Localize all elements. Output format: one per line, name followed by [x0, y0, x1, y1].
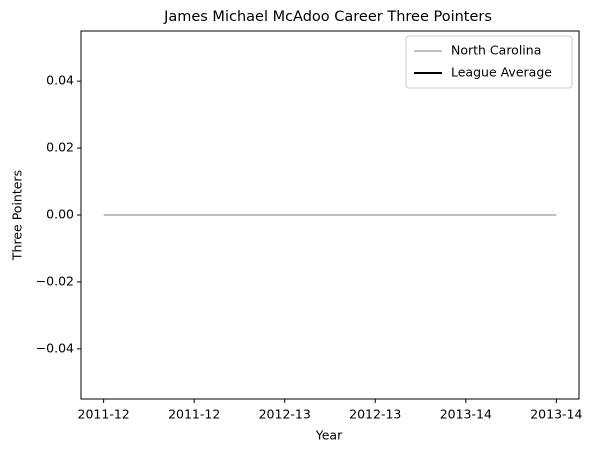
- x-tick-label: 2013-14: [530, 407, 582, 422]
- y-tick-label: −0.04: [36, 340, 74, 355]
- y-tick-label: 0.02: [46, 140, 74, 155]
- y-tick-label: 0.04: [46, 73, 74, 88]
- legend-label: League Average: [451, 65, 552, 80]
- x-tick-label: 2013-14: [440, 407, 492, 422]
- legend-label: North Carolina: [451, 43, 541, 58]
- x-tick-label: 2011-12: [168, 407, 220, 422]
- plot-frame: [80, 30, 580, 400]
- y-tick-label: 0.00: [46, 207, 74, 222]
- y-tick-label: −0.02: [36, 273, 74, 288]
- x-tick-label: 2011-12: [78, 407, 130, 422]
- x-tick-label: 2012-13: [349, 407, 401, 422]
- chart-title: James Michael McAdoo Career Three Pointe…: [163, 9, 492, 25]
- legend-box: [405, 35, 573, 89]
- y-axis-label: Three Pointers: [10, 170, 25, 261]
- x-tick-label: 2012-13: [259, 407, 311, 422]
- x-axis-label: Year: [315, 428, 343, 443]
